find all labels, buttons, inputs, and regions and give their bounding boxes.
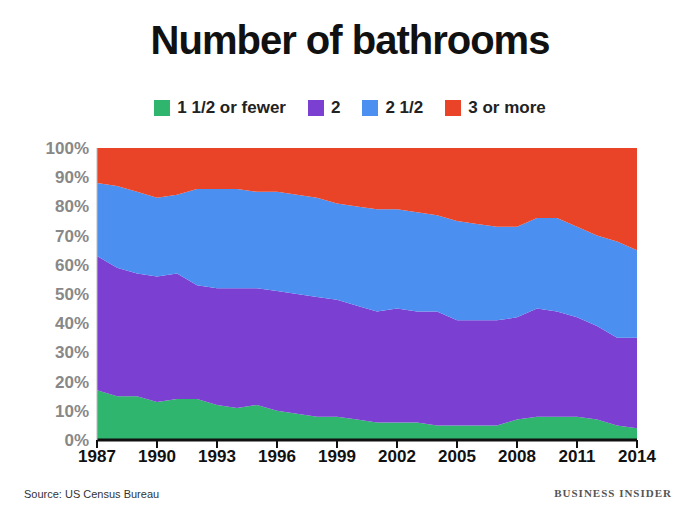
svg-text:2002: 2002 (378, 447, 416, 466)
svg-text:70%: 70% (55, 227, 89, 246)
svg-text:2011: 2011 (559, 447, 596, 466)
svg-text:10%: 10% (55, 402, 89, 421)
html-text:Number of bathrooms: Number of bathrooms (150, 18, 550, 62)
html-text:3 or more: 3 or more (468, 98, 546, 117)
html-text:1 1/2 or fewer: 1 1/2 or fewer (177, 98, 286, 117)
svg-text:80%: 80% (55, 197, 89, 216)
svg-text:50%: 50% (55, 285, 89, 304)
svg-text:2008: 2008 (498, 447, 536, 466)
svg-text:2014: 2014 (618, 447, 656, 466)
svg-text:1993: 1993 (198, 447, 236, 466)
svg-text:100%: 100% (46, 139, 89, 158)
svg-text:20%: 20% (55, 373, 89, 392)
svg-text:1999: 1999 (318, 447, 356, 466)
svg-text:60%: 60% (55, 256, 89, 275)
html-text:BUSINESS INSIDER: BUSINESS INSIDER (554, 487, 672, 499)
html-text:2 1/2: 2 1/2 (385, 98, 424, 117)
html-text:2: 2 (331, 98, 341, 117)
svg-text:1996: 1996 (258, 447, 296, 466)
html-text:Source: US Census Bureau: Source: US Census Bureau (24, 488, 160, 500)
svg-text:1987: 1987 (78, 447, 116, 467)
svg-text:90%: 90% (55, 168, 89, 187)
svg-text:1990: 1990 (138, 447, 176, 466)
svg-text:30%: 30% (55, 343, 89, 362)
svg-text:40%: 40% (55, 314, 89, 333)
svg-text:0%: 0% (64, 431, 89, 450)
svg-text:2005: 2005 (438, 447, 476, 466)
